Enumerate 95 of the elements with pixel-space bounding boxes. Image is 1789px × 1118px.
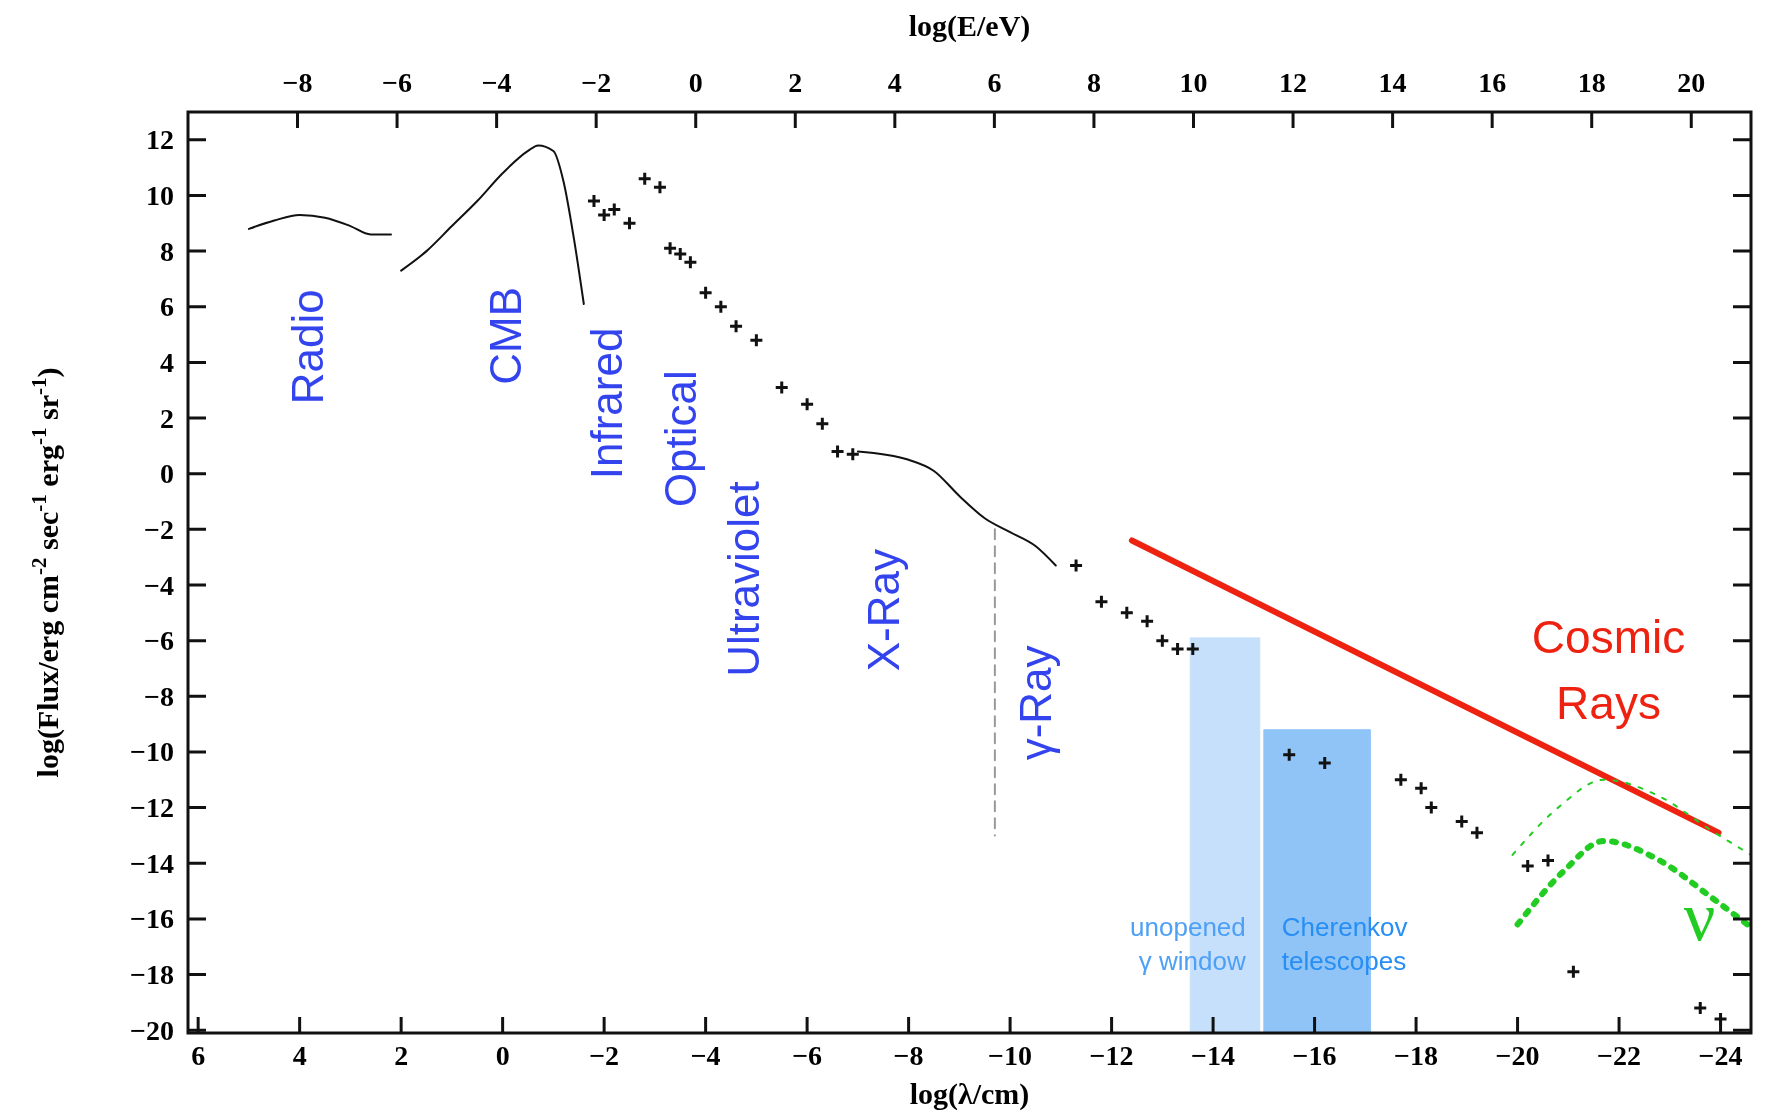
point <box>698 285 714 301</box>
y-tick-label: −6 <box>144 625 174 657</box>
x-tick-label: 2 <box>394 1040 409 1071</box>
x-axis-title: log(λ/cm) <box>909 1077 1030 1111</box>
y-tick-label: −10 <box>130 736 174 768</box>
x2-tick-label: −2 <box>581 67 612 98</box>
point <box>606 201 622 217</box>
point <box>586 193 602 209</box>
point <box>799 396 815 412</box>
x2-tick-label: −4 <box>481 67 512 98</box>
point <box>1454 814 1470 830</box>
point <box>1068 558 1084 574</box>
point <box>728 318 744 334</box>
annotation: Optical <box>655 370 705 508</box>
x-tick-label: −20 <box>1495 1040 1540 1071</box>
x2-tick-label: 6 <box>987 67 1002 98</box>
point <box>596 207 612 223</box>
point <box>1692 1000 1708 1016</box>
point <box>1185 641 1201 657</box>
x2-tick-label: 14 <box>1378 67 1407 98</box>
point <box>1413 780 1429 796</box>
y-tick-label: 10 <box>146 179 174 211</box>
point <box>1139 613 1155 629</box>
series-label: Cosmic Rays <box>1531 610 1686 729</box>
series-label: ν <box>1683 878 1716 956</box>
point <box>845 446 861 462</box>
x-tick-label: −14 <box>1191 1040 1236 1071</box>
point <box>1540 852 1556 868</box>
line-series <box>247 213 392 236</box>
point <box>1520 858 1536 874</box>
line-series <box>1511 778 1752 856</box>
x2-tick-label: 16 <box>1478 67 1507 98</box>
point <box>637 171 653 187</box>
point <box>622 215 637 231</box>
annotation: Infrared <box>582 327 632 480</box>
x-tick-label: −24 <box>1698 1040 1743 1071</box>
x-tick-label: −10 <box>988 1040 1033 1071</box>
annotation: Radio <box>282 289 332 405</box>
point <box>1093 594 1109 610</box>
point <box>1423 800 1439 816</box>
y-tick-label: −20 <box>130 1014 174 1046</box>
point <box>1170 641 1186 657</box>
annotation: Ultraviolet <box>719 481 769 677</box>
x-tick-label: 6 <box>191 1040 206 1071</box>
y-tick-label: 8 <box>160 235 174 267</box>
x-tick-label: −4 <box>690 1040 721 1071</box>
x2-tick-label: 4 <box>887 67 902 98</box>
x2-tick-label: 8 <box>1086 67 1101 98</box>
x-tick-label: −18 <box>1394 1040 1439 1071</box>
annotation: CMB <box>480 286 530 385</box>
y-tick-label: 6 <box>160 291 174 323</box>
point <box>1469 825 1485 841</box>
y-tick-label: 2 <box>160 402 174 434</box>
x-tick-label: −12 <box>1089 1040 1134 1071</box>
x2-tick-label: −8 <box>282 67 313 98</box>
point <box>748 332 764 348</box>
x-tick-label: −16 <box>1292 1040 1337 1071</box>
point <box>1393 772 1409 788</box>
y-tick-label: −16 <box>130 903 174 935</box>
x2-tick-label: 20 <box>1677 67 1706 98</box>
annotation: γ-Ray <box>1010 645 1060 761</box>
x-tick-label: 0 <box>495 1040 510 1071</box>
x2-tick-label: 0 <box>688 67 703 98</box>
x2-tick-label: 10 <box>1179 67 1208 98</box>
point <box>1281 747 1297 763</box>
y-tick-label: −12 <box>130 792 174 824</box>
x2-tick-label: 18 <box>1577 67 1606 98</box>
y-tick-label: −8 <box>144 680 174 712</box>
y-tick-label: 0 <box>160 458 174 490</box>
y-tick-label: 4 <box>160 346 174 378</box>
point <box>774 379 790 395</box>
y-tick-label: −2 <box>144 513 174 545</box>
annotation: X-Ray <box>858 549 908 672</box>
y-tick-label: −18 <box>130 959 174 991</box>
x-tick-label: −22 <box>1597 1040 1642 1071</box>
y-tick-label: 12 <box>146 124 174 156</box>
x-tick-label: −6 <box>792 1040 823 1071</box>
series-label: unopened γ window <box>1130 911 1246 976</box>
point <box>713 299 729 315</box>
x2-tick-label: −6 <box>382 67 413 98</box>
point <box>830 443 846 459</box>
y-tick-label: −4 <box>144 569 174 601</box>
x2-axis-title: log(E/eV) <box>908 9 1031 43</box>
y-tick-label: −14 <box>130 847 174 879</box>
point <box>1119 605 1135 621</box>
point <box>814 416 830 432</box>
x2-tick-label: 12 <box>1279 67 1308 98</box>
point <box>1154 633 1170 649</box>
x-tick-label: −2 <box>589 1040 620 1071</box>
point <box>652 179 668 195</box>
x-tick-label: −8 <box>893 1040 924 1071</box>
point <box>1317 755 1333 771</box>
point <box>1565 964 1581 980</box>
x2-tick-label: 2 <box>788 67 803 98</box>
x-tick-label: 4 <box>292 1040 307 1071</box>
